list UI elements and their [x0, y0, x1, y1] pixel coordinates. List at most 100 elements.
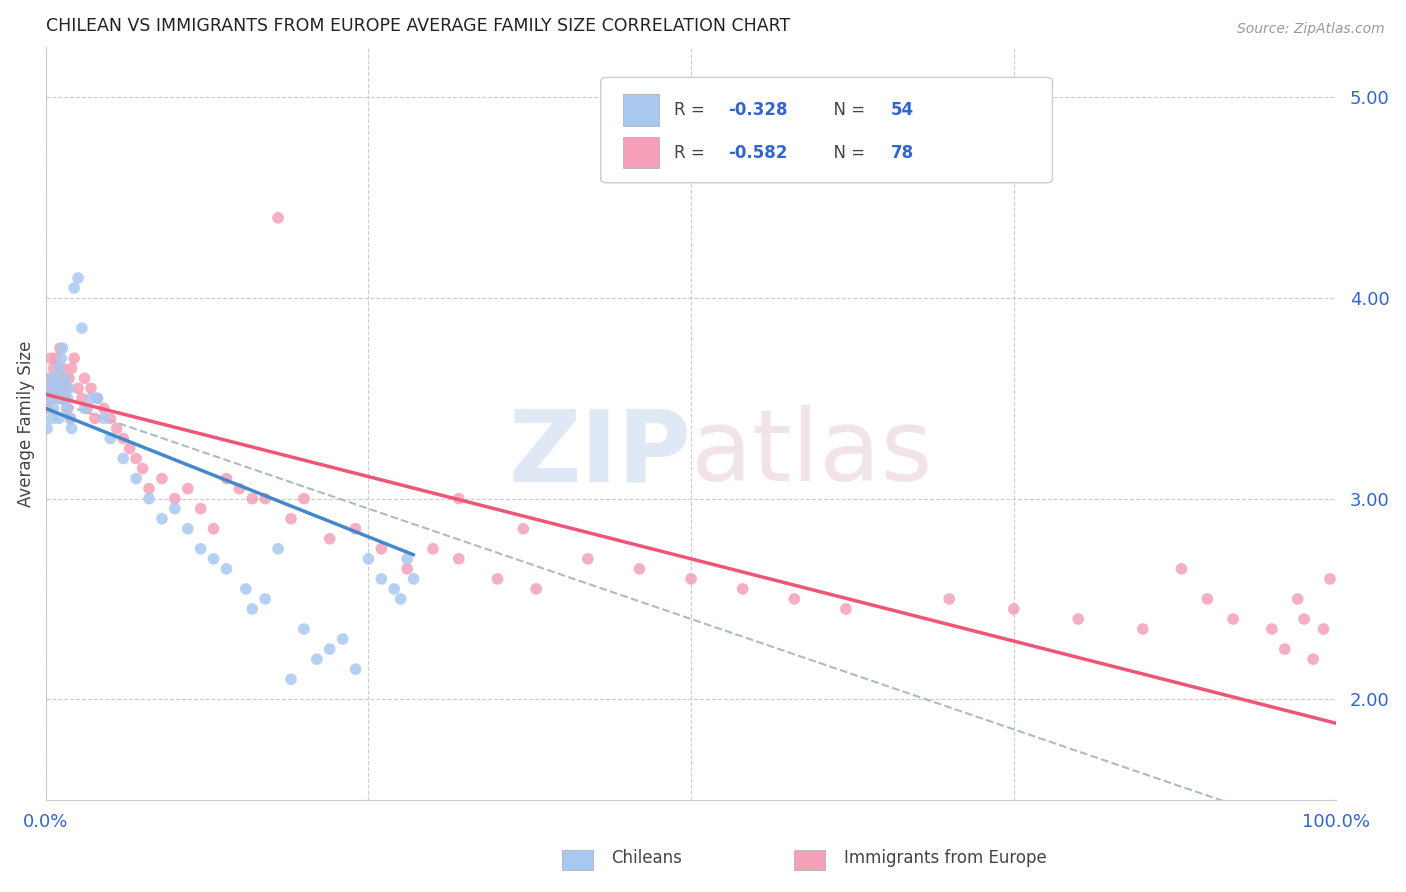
Text: ZIP: ZIP	[508, 405, 692, 502]
Point	[1274, 642, 1296, 657]
Point	[370, 572, 392, 586]
Point	[73, 371, 96, 385]
Text: -0.328: -0.328	[728, 101, 787, 119]
Point	[93, 401, 115, 416]
Text: -0.582: -0.582	[728, 144, 787, 161]
Point	[1222, 612, 1244, 626]
Point	[190, 541, 212, 556]
Point	[37, 381, 59, 395]
Point	[58, 371, 80, 385]
Point	[344, 522, 367, 536]
Point	[49, 341, 72, 355]
Point	[70, 392, 93, 406]
Point	[138, 482, 160, 496]
Point	[190, 501, 212, 516]
Point	[67, 381, 90, 395]
Point	[48, 411, 70, 425]
Point	[447, 551, 470, 566]
Point	[80, 392, 103, 406]
Point	[215, 472, 238, 486]
Point	[1294, 612, 1316, 626]
Point	[938, 591, 960, 606]
Text: R =: R =	[675, 144, 710, 161]
Point	[486, 572, 509, 586]
Point	[73, 401, 96, 416]
Point	[125, 451, 148, 466]
Text: N =: N =	[823, 144, 870, 161]
Point	[1261, 622, 1284, 636]
Text: 54: 54	[891, 101, 914, 119]
Point	[835, 602, 858, 616]
Point	[98, 411, 121, 425]
Point	[93, 411, 115, 425]
Text: Immigrants from Europe: Immigrants from Europe	[844, 849, 1046, 867]
Point	[215, 562, 238, 576]
Point	[35, 401, 58, 416]
Point	[254, 491, 277, 506]
Point	[150, 472, 173, 486]
Point	[628, 562, 651, 576]
Point	[292, 622, 315, 636]
Point	[681, 572, 703, 586]
Point	[41, 411, 63, 425]
Point	[1132, 622, 1154, 636]
Point	[402, 572, 425, 586]
Bar	[623, 136, 659, 169]
Point	[48, 361, 70, 376]
Point	[125, 472, 148, 486]
Point	[35, 421, 58, 435]
Point	[52, 371, 75, 385]
Point	[39, 371, 62, 385]
Point	[1319, 572, 1341, 586]
Point	[46, 371, 69, 385]
Point	[202, 551, 225, 566]
Point	[67, 271, 90, 285]
Point	[267, 211, 290, 225]
Point	[280, 672, 302, 686]
Point	[280, 512, 302, 526]
Point	[70, 321, 93, 335]
Point	[389, 591, 412, 606]
Point	[53, 371, 76, 385]
Text: CHILEAN VS IMMIGRANTS FROM EUROPE AVERAGE FAMILY SIZE CORRELATION CHART: CHILEAN VS IMMIGRANTS FROM EUROPE AVERAG…	[46, 17, 790, 35]
Point	[370, 541, 392, 556]
Point	[63, 281, 86, 295]
Point	[240, 602, 263, 616]
Point	[228, 482, 250, 496]
Point	[1002, 602, 1025, 616]
Point	[332, 632, 354, 646]
Point	[46, 371, 69, 385]
Point	[422, 541, 444, 556]
Point	[357, 551, 380, 566]
Point	[53, 392, 76, 406]
Point	[138, 491, 160, 506]
Point	[112, 432, 135, 446]
Point	[163, 491, 186, 506]
Point	[86, 392, 108, 406]
Point	[731, 582, 754, 596]
Text: N =: N =	[823, 101, 870, 119]
Point	[235, 582, 257, 596]
Point	[319, 532, 342, 546]
Point	[177, 522, 200, 536]
Point	[98, 432, 121, 446]
Point	[396, 551, 419, 566]
Point	[118, 442, 141, 456]
Point	[80, 381, 103, 395]
Point	[267, 541, 290, 556]
Y-axis label: Average Family Size: Average Family Size	[17, 340, 35, 507]
FancyBboxPatch shape	[600, 78, 1053, 183]
Point	[58, 381, 80, 395]
Point	[59, 411, 82, 425]
Point	[49, 381, 72, 395]
Point	[1170, 562, 1192, 576]
Point	[1312, 622, 1334, 636]
Point	[783, 591, 806, 606]
Point	[42, 401, 65, 416]
Point	[48, 392, 70, 406]
Point	[51, 381, 73, 395]
Text: 78: 78	[891, 144, 914, 161]
Point	[319, 642, 342, 657]
Point	[576, 551, 599, 566]
Point	[1067, 612, 1090, 626]
